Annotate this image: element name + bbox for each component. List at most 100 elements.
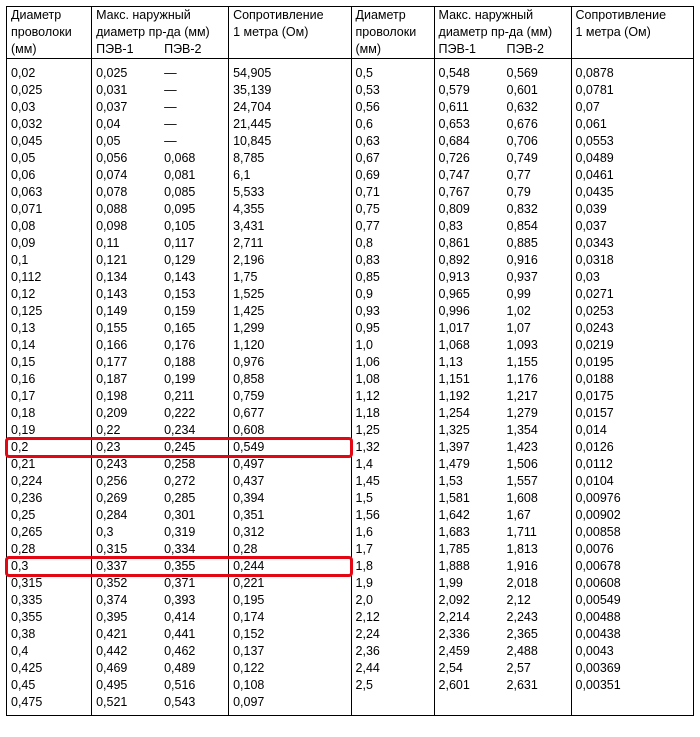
table-row: 0,250,2840,3010,3511,561,6421,670,00902 bbox=[7, 507, 694, 524]
cell-pev1: 0,098 bbox=[92, 218, 160, 235]
cell-res: 0,00488 bbox=[571, 609, 694, 626]
cell-res: 0,0553 bbox=[571, 133, 694, 150]
hdr-dia-2: Диаметр проволоки (мм) bbox=[351, 7, 434, 59]
table-row: 0,450,4950,5160,1082,52,6012,6310,00351 bbox=[7, 677, 694, 694]
cell-res: 24,704 bbox=[229, 99, 351, 116]
cell-pev2: 2,488 bbox=[503, 643, 571, 660]
table-row: 0,280,3150,3340,281,71,7851,8130,0076 bbox=[7, 541, 694, 558]
cell-pev2: 0,301 bbox=[160, 507, 228, 524]
table-row: 0,150,1770,1880,9761,061,131,1550,0195 bbox=[7, 354, 694, 371]
cell-dia: 0,315 bbox=[7, 575, 92, 592]
cell-pev2: 1,02 bbox=[503, 303, 571, 320]
cell-pev1: 0,495 bbox=[92, 677, 160, 694]
cell-dia: 1,7 bbox=[351, 541, 434, 558]
cell-pev2: 1,67 bbox=[503, 507, 571, 524]
cell-dia: 2,24 bbox=[351, 626, 434, 643]
table-row: 0,2650,30,3190,3121,61,6831,7110,00858 bbox=[7, 524, 694, 541]
cell-pev2: 1,155 bbox=[503, 354, 571, 371]
cell-pev1: 2,336 bbox=[434, 626, 502, 643]
hdr-od-2: Макс. наружный диаметр пр-да (мм) bbox=[434, 7, 571, 42]
cell-pev1: 0,611 bbox=[434, 99, 502, 116]
cell-pev1: 2,54 bbox=[434, 660, 502, 677]
cell-pev1: 0,269 bbox=[92, 490, 160, 507]
cell-pev1: 0,177 bbox=[92, 354, 160, 371]
cell-pev2: 1,557 bbox=[503, 473, 571, 490]
table-row: 0,0450,05—10,8450,630,6840,7060,0553 bbox=[7, 133, 694, 150]
cell-res: 8,785 bbox=[229, 150, 351, 167]
table-row: 0,380,4210,4410,1522,242,3362,3650,00438 bbox=[7, 626, 694, 643]
table-row: 0,030,037—24,7040,560,6110,6320,07 bbox=[7, 99, 694, 116]
cell-res: 0,00438 bbox=[571, 626, 694, 643]
cell-pev1: 0,809 bbox=[434, 201, 502, 218]
hdr-od-1-l2: диаметр пр-да (мм) bbox=[96, 25, 210, 39]
cell-pev1: 0,155 bbox=[92, 320, 160, 337]
cell-pev2: 0,211 bbox=[160, 388, 228, 405]
cell-res: 0,00902 bbox=[571, 507, 694, 524]
cell-dia: 0,475 bbox=[7, 694, 92, 716]
hdr-res-2: Сопротивление 1 метра (Ом) bbox=[571, 7, 694, 59]
cell-dia: 0,025 bbox=[7, 82, 92, 99]
cell-dia: 0,1 bbox=[7, 252, 92, 269]
cell-res: 0,137 bbox=[229, 643, 351, 660]
table-row: 0,2360,2690,2850,3941,51,5811,6080,00976 bbox=[7, 490, 694, 507]
cell-res: 0,07 bbox=[571, 99, 694, 116]
cell-pev2: 0,355 bbox=[160, 558, 228, 575]
cell-pev1: 0,579 bbox=[434, 82, 502, 99]
cell-dia: 0,4 bbox=[7, 643, 92, 660]
hdr-dia-2-l3: (мм) bbox=[356, 42, 382, 56]
table-row: 0,060,0740,0816,10,690,7470,770,0461 bbox=[7, 167, 694, 184]
table-row: 0,0630,0780,0855,5330,710,7670,790,0435 bbox=[7, 184, 694, 201]
cell-pev1: 1,683 bbox=[434, 524, 502, 541]
wire-table-container: Диаметр проволоки (мм) Макс. наружный ди… bbox=[0, 0, 700, 726]
cell-res: 1,120 bbox=[229, 337, 351, 354]
cell-dia: 0,63 bbox=[351, 133, 434, 150]
cell-res: 2,196 bbox=[229, 252, 351, 269]
cell-dia: 2,5 bbox=[351, 677, 434, 694]
cell-pev1: 1,99 bbox=[434, 575, 502, 592]
cell-res: 0,00369 bbox=[571, 660, 694, 677]
cell-res: 0,0195 bbox=[571, 354, 694, 371]
cell-pev2: 2,631 bbox=[503, 677, 571, 694]
cell-dia: 0,67 bbox=[351, 150, 434, 167]
cell-res bbox=[571, 694, 694, 716]
cell-pev2: 0,153 bbox=[160, 286, 228, 303]
cell-pev2: 1,813 bbox=[503, 541, 571, 558]
cell-dia: 0,08 bbox=[7, 218, 92, 235]
cell-pev2: 0,117 bbox=[160, 235, 228, 252]
cell-res: 0,039 bbox=[571, 201, 694, 218]
cell-res: 0,221 bbox=[229, 575, 351, 592]
cell-dia: 1,0 bbox=[351, 337, 434, 354]
cell-res: 1,525 bbox=[229, 286, 351, 303]
cell-res: 0,0188 bbox=[571, 371, 694, 388]
cell-pev1: 0,031 bbox=[92, 82, 160, 99]
cell-dia: 0,335 bbox=[7, 592, 92, 609]
cell-res: 35,139 bbox=[229, 82, 351, 99]
cell-res: 3,431 bbox=[229, 218, 351, 235]
cell-pev2: 1,07 bbox=[503, 320, 571, 337]
cell-dia: 1,18 bbox=[351, 405, 434, 422]
cell-res: 0,497 bbox=[229, 456, 351, 473]
cell-pev2: 0,543 bbox=[160, 694, 228, 716]
cell-res: 0,0781 bbox=[571, 82, 694, 99]
cell-pev2: 0,441 bbox=[160, 626, 228, 643]
cell-dia: 0,95 bbox=[351, 320, 434, 337]
cell-dia: 0,06 bbox=[7, 167, 92, 184]
cell-pev2: 0,165 bbox=[160, 320, 228, 337]
cell-res: 0,28 bbox=[229, 541, 351, 558]
cell-res: 0,312 bbox=[229, 524, 351, 541]
cell-pev2: 0,129 bbox=[160, 252, 228, 269]
cell-dia: 0,5 bbox=[351, 65, 434, 82]
cell-res: 0,0435 bbox=[571, 184, 694, 201]
cell-dia: 0,355 bbox=[7, 609, 92, 626]
cell-dia: 0,12 bbox=[7, 286, 92, 303]
cell-dia: 2,36 bbox=[351, 643, 434, 660]
table-row: 0,190,220,2340,6081,251,3251,3540,014 bbox=[7, 422, 694, 439]
cell-pev1: 1,13 bbox=[434, 354, 502, 371]
cell-pev1: 0,913 bbox=[434, 269, 502, 286]
cell-dia: 1,25 bbox=[351, 422, 434, 439]
cell-pev2: 0,334 bbox=[160, 541, 228, 558]
hdr-dia-1-l2: проволоки bbox=[11, 25, 72, 39]
cell-res: 0,00678 bbox=[571, 558, 694, 575]
hdr-res-2-l1: Сопротивление bbox=[576, 8, 667, 22]
table-row: 0,3150,3520,3710,2211,91,992,0180,00608 bbox=[7, 575, 694, 592]
